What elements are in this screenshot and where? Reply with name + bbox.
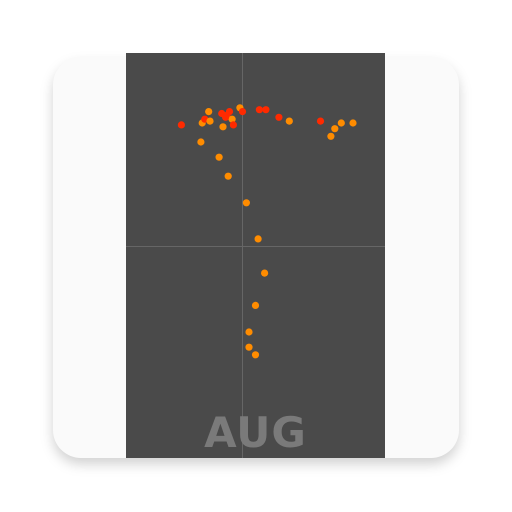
- sun-position-point: [206, 117, 214, 125]
- sun-position-point: [255, 106, 263, 114]
- sun-position-point: [331, 125, 339, 133]
- sun-position-point: [245, 328, 253, 336]
- sun-position-point: [337, 119, 345, 127]
- sun-position-point: [285, 117, 293, 125]
- sun-position-point: [229, 121, 237, 129]
- sun-position-point: [262, 106, 270, 114]
- sun-position-point: [316, 117, 325, 125]
- sun-position-point: [197, 138, 205, 146]
- sun-position-point: [349, 119, 357, 127]
- month-label: AUG: [204, 408, 307, 457]
- analemma-plot: [126, 53, 385, 458]
- sun-position-point: [177, 121, 185, 129]
- sun-position-point: [224, 172, 232, 180]
- sun-positions: [177, 104, 357, 359]
- sun-position-point: [242, 199, 250, 207]
- sun-position-point: [251, 351, 260, 359]
- sun-position-point: [219, 123, 227, 131]
- sun-position-point: [327, 132, 335, 140]
- sun-position-point: [205, 108, 213, 116]
- sun-position-point: [275, 113, 283, 121]
- sun-position-point: [215, 153, 223, 161]
- sun-position-point: [222, 113, 230, 121]
- sun-position-point: [251, 301, 260, 309]
- sun-position-point: [261, 269, 269, 277]
- sun-position-point: [228, 115, 236, 123]
- sun-position-point: [254, 235, 262, 243]
- sun-position-point: [225, 108, 234, 116]
- analemma-panel: AUG: [126, 53, 385, 458]
- sun-position-point: [238, 108, 247, 116]
- sun-position-point: [245, 343, 253, 351]
